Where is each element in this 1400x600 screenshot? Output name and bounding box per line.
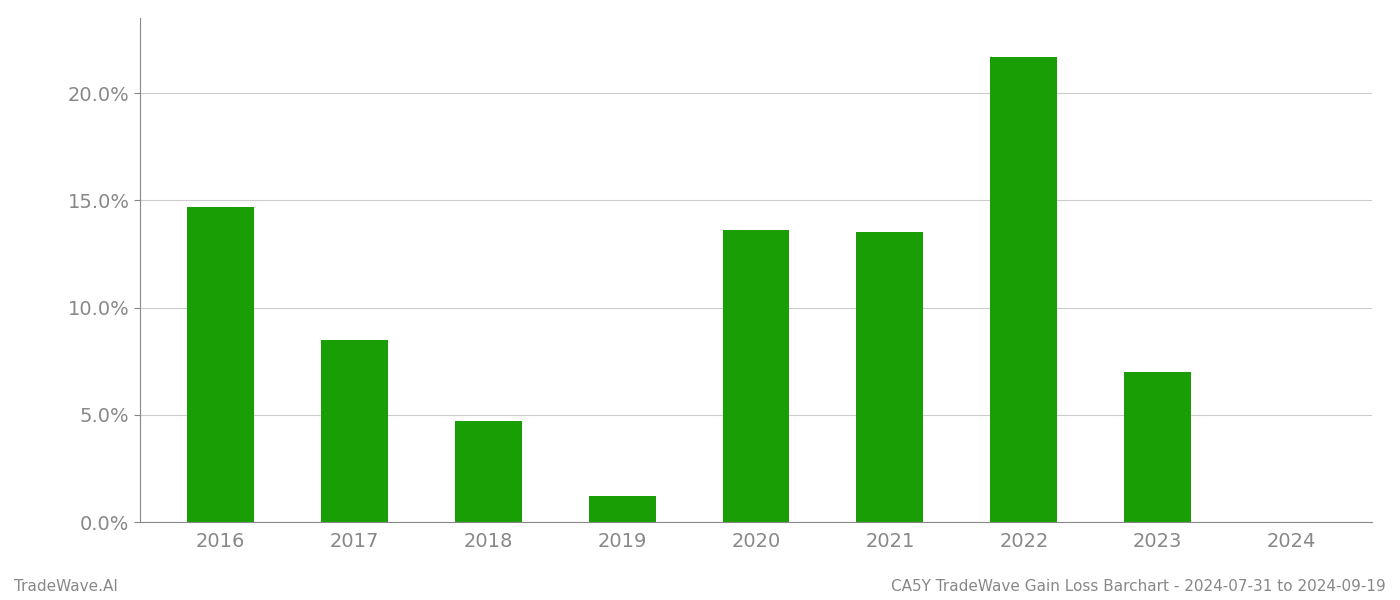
Bar: [455, 421, 522, 522]
Bar: [857, 232, 924, 522]
Bar: [1124, 372, 1191, 522]
Bar: [990, 56, 1057, 522]
Bar: [186, 207, 253, 522]
Bar: [588, 496, 655, 522]
Bar: [321, 340, 388, 522]
Text: CA5Y TradeWave Gain Loss Barchart - 2024-07-31 to 2024-09-19: CA5Y TradeWave Gain Loss Barchart - 2024…: [892, 579, 1386, 594]
Text: TradeWave.AI: TradeWave.AI: [14, 579, 118, 594]
Bar: [722, 230, 790, 522]
